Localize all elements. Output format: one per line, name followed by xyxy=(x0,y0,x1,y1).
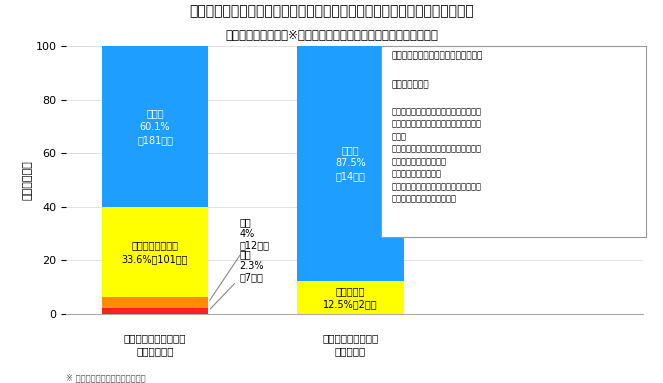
Text: （１６棟）: （１６棟） xyxy=(335,346,366,356)
Text: 無被害
60.1%
（181棟）: 無被害 60.1% （181棟） xyxy=(137,108,173,145)
Text: 性能表示（等級３）: 性能表示（等級３） xyxy=(322,333,379,343)
Text: 無被害
87.5%
（14棟）: 無被害 87.5% （14棟） xyxy=(335,145,365,182)
Bar xyxy=(102,297,208,308)
Text: 建築基準法で想定している数百年に一
度程度の「極めて稀に発生する地震」の
力の、
・等級１は、１倍（建築基準法レベル）
・等級２は、１．２５倍
・等級３は、１．: 建築基準法で想定している数百年に一 度程度の「極めて稀に発生する地震」の 力の、… xyxy=(392,107,482,204)
Bar xyxy=(102,308,208,314)
Text: （建築基準法レベル）: （建築基準法レベル） xyxy=(124,333,186,343)
Text: 軽微・小破
12.5%（2棟）: 軽微・小破 12.5%（2棟） xyxy=(323,286,378,309)
Text: （倒壊等防止）: （倒壊等防止） xyxy=(392,80,430,89)
Bar xyxy=(297,280,404,314)
Text: ※ 住宅性能表示未取得物件（平成: ※ 住宅性能表示未取得物件（平成 xyxy=(66,373,146,382)
Y-axis label: 被害率（％）: 被害率（％） xyxy=(23,160,32,200)
Bar xyxy=(102,207,208,297)
Text: （３０１棟）: （３０１棟） xyxy=(137,346,174,356)
Text: ＜参考＞住宅性能表示制度の耗震等級: ＜参考＞住宅性能表示制度の耗震等級 xyxy=(392,52,483,61)
Text: 軽微・小破・中破
33.6%（101棟）: 軽微・小破・中破 33.6%（101棟） xyxy=(122,241,188,264)
Text: 倒壊
2.3%
）7棟）: 倒壊 2.3% ）7棟） xyxy=(210,249,264,309)
Bar xyxy=(102,46,208,207)
Text: 大破
4%
（12棟）: 大破 4% （12棟） xyxy=(210,217,269,300)
Text: （建築基準法レベル※と住宅性能表示取得物件（等級３）の比較）: （建築基準法レベル※と住宅性能表示取得物件（等級３）の比較） xyxy=(225,29,438,42)
Bar xyxy=(297,46,404,280)
Text: ＜住宅性能表制度創設（平成１２年１０月）以降の木造建築物の被害状況＞: ＜住宅性能表制度創設（平成１２年１０月）以降の木造建築物の被害状況＞ xyxy=(189,4,474,18)
